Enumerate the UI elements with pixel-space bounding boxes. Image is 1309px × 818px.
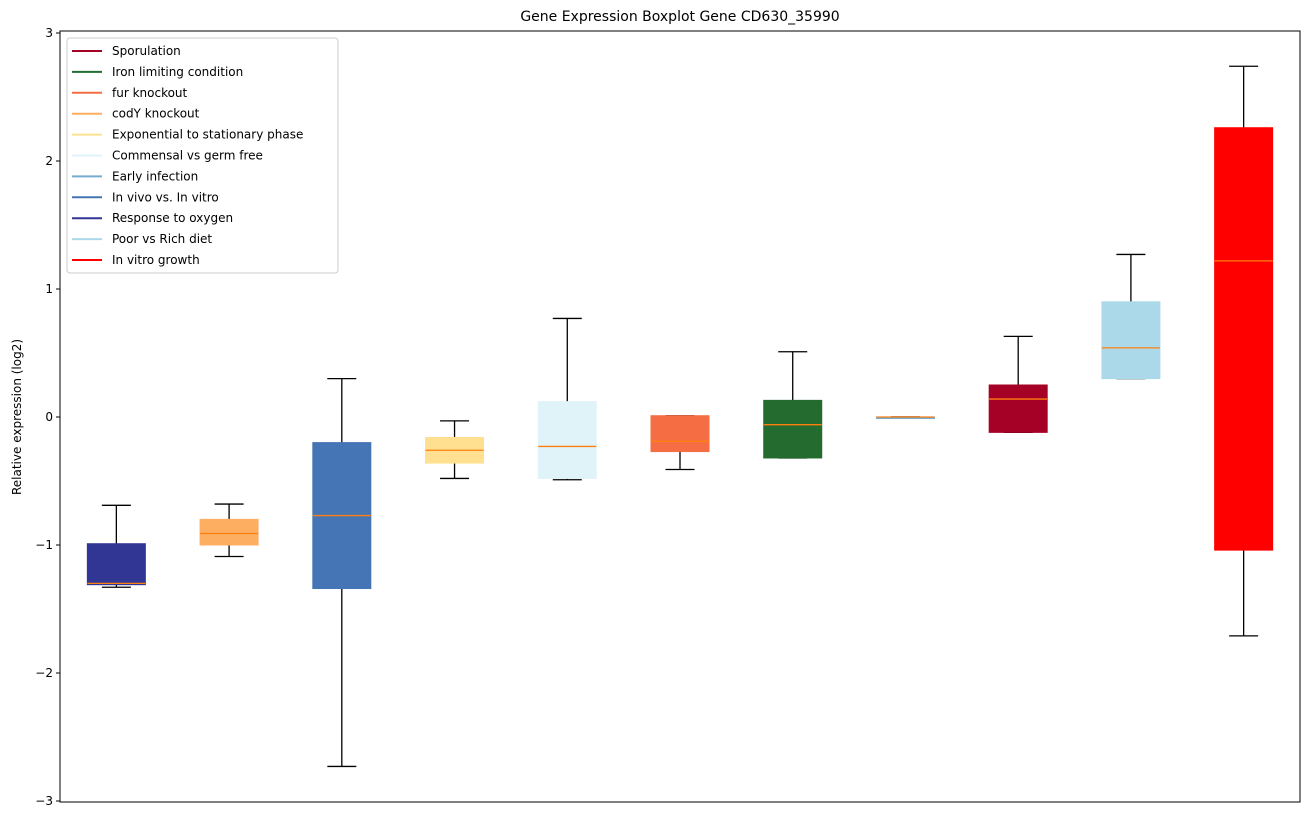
- legend-label: In vitro growth: [112, 253, 200, 267]
- legend-label: Sporulation: [112, 44, 181, 58]
- box-group: [425, 420, 485, 480]
- legend-item: Response to oxygen: [72, 211, 233, 225]
- y-tick-label: 0: [45, 410, 53, 424]
- box-group: [988, 335, 1048, 434]
- box-group: [1214, 65, 1274, 637]
- box-rect: [1214, 127, 1274, 551]
- box-group: [537, 317, 597, 481]
- legend-frame: [66, 37, 339, 274]
- legend-item: In vivo vs. In vitro: [72, 190, 219, 204]
- boxes-layer: [86, 65, 1274, 768]
- legend-label: In vivo vs. In vitro: [112, 190, 219, 204]
- y-axis-label: Relative expression (log2): [10, 339, 24, 495]
- legend-label: Iron limiting condition: [112, 65, 243, 79]
- y-tick-label: 3: [45, 26, 53, 40]
- legend-item: Iron limiting condition: [72, 65, 243, 79]
- box-rect: [650, 415, 710, 453]
- y-tick-label: −2: [35, 666, 53, 680]
- legend-item: Exponential to stationary phase: [72, 128, 303, 142]
- box-rect: [199, 518, 259, 546]
- box-group: [650, 415, 710, 471]
- box-rect: [763, 399, 823, 459]
- legend: Sporulation Iron limiting condition fur kn…: [66, 37, 339, 274]
- box-group: [86, 504, 146, 588]
- legend-item: codY knockout: [72, 107, 200, 121]
- y-tick-label: 2: [45, 154, 53, 168]
- legend-label: Response to oxygen: [112, 211, 233, 225]
- legend-label: Poor vs Rich diet: [112, 232, 212, 246]
- box-group: [875, 416, 935, 419]
- box-group: [763, 351, 823, 459]
- box-rect: [1101, 301, 1161, 380]
- legend-item: Early infection: [72, 169, 198, 183]
- legend-item: Commensal vs germ free: [72, 149, 263, 163]
- box-rect: [86, 543, 146, 586]
- legend-item: In vitro growth: [72, 253, 200, 267]
- box-rect: [537, 401, 597, 479]
- y-tick-label: −1: [35, 538, 53, 552]
- y-tick-label: −3: [35, 794, 53, 808]
- box-group: [199, 503, 259, 558]
- box-group: [1101, 253, 1161, 380]
- legend-item: Poor vs Rich diet: [72, 232, 212, 246]
- legend-label: Early infection: [112, 169, 198, 183]
- box-group: [312, 377, 372, 768]
- legend-label: fur knockout: [112, 86, 188, 100]
- legend-item: Sporulation: [72, 44, 181, 58]
- axes-layer: −3 −2 −1 0 1 2 3: [35, 26, 1301, 808]
- box-rect: [988, 384, 1048, 433]
- legend-label: codY knockout: [112, 107, 200, 121]
- y-tick-label: 1: [45, 282, 53, 296]
- chart-title: Gene Expression Boxplot Gene CD630_35990: [520, 9, 839, 25]
- legend-label: Exponential to stationary phase: [112, 128, 303, 142]
- legend-label: Commensal vs germ free: [112, 149, 263, 163]
- legend-item: fur knockout: [72, 86, 188, 100]
